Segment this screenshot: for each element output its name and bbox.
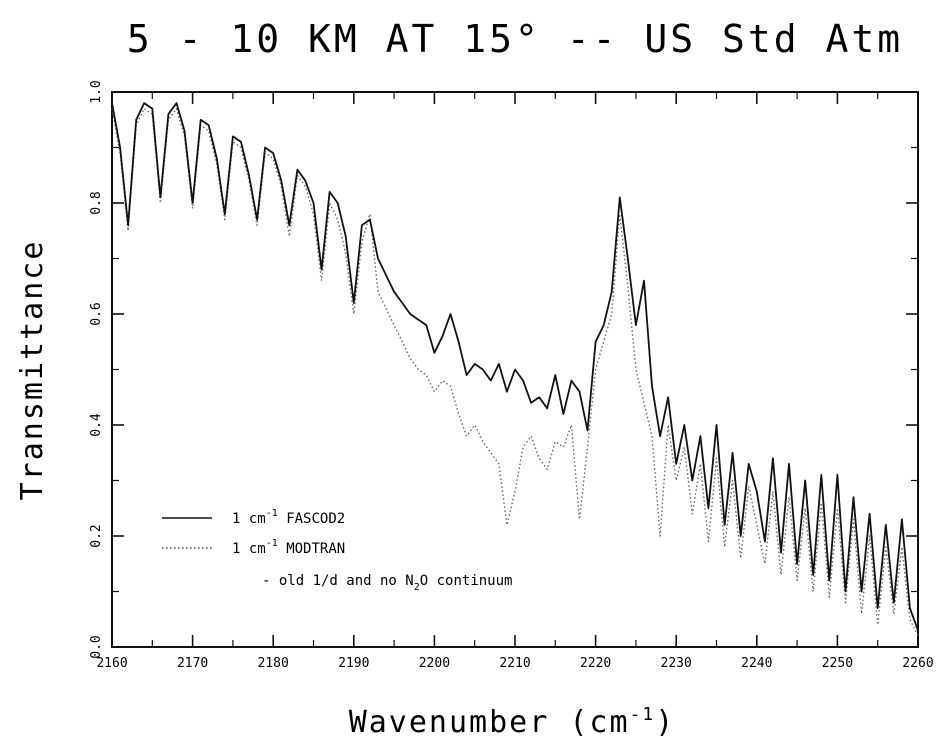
legend: 1 cm-1 FASCOD2 1 cm-1 MODTRAN - old 1/d … [162,508,512,593]
y-tick-label: 0.4 [89,413,104,437]
y-tick-label: 0.2 [89,524,104,547]
series-layer [111,102,919,637]
x-axis-label-sup: -1 [630,704,656,725]
y-tick-label: 0.6 [89,302,104,325]
x-tick-label: 2200 [419,656,450,671]
x-tick-label: 2180 [258,656,289,671]
y-tick-label: 0.0 [89,635,104,658]
x-axis-label: Wavenumber (cm-1) [349,704,676,740]
x-tick-label: 2190 [338,656,369,671]
x-axis-label-main: Wavenumber (cm [349,705,630,740]
x-tick-label: 2170 [177,656,208,671]
series-line-modtran [111,107,919,637]
y-tick-label: 0.8 [89,191,104,214]
x-tick-label: 2240 [741,656,772,671]
x-tick-label: 2260 [902,656,933,671]
y-axis-label: Transmittance [15,240,50,501]
y-tick-label: 1.0 [89,80,104,103]
legend-entry-2: 1 cm-1 MODTRAN [232,538,345,557]
x-tick-label: 2230 [661,656,692,671]
legend-note: - old 1/d and no N2O continuum [262,573,512,593]
ticks: 2160 2170 2180 2190 2200 2210 2220 2230 2240 2250… [89,80,934,671]
series-line-fascod2 [111,102,919,631]
x-tick-label: 2160 [96,656,127,671]
x-tick-label: 2220 [580,656,611,671]
legend-entry-1: 1 cm-1 FASCOD2 [232,508,345,527]
x-tick-label: 2210 [499,656,530,671]
chart-title: 5 - 10 KM AT 15° -- US Std Atm [127,17,903,61]
x-tick-label: 2250 [822,656,853,671]
x-axis-label-tail: ) [655,705,675,740]
